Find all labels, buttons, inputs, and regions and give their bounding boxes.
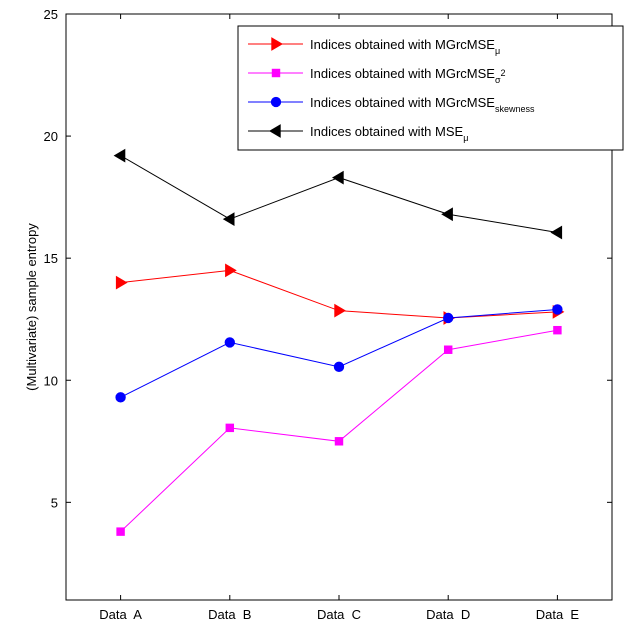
legend-entry-main: Indices obtained with MGrcMSE (310, 37, 495, 52)
legend-marker (271, 68, 281, 78)
chart-axes: 5 10 15 20 25 Data A Data B Data C Data D Data E (44, 7, 613, 622)
series-3 (115, 304, 563, 403)
y-tick-label: 20 (44, 129, 58, 144)
data-point (553, 325, 562, 335)
data-point (225, 263, 237, 278)
series-1 (115, 263, 565, 325)
data-point (443, 312, 454, 324)
legend-marker (269, 124, 281, 138)
legend-entry: Indices obtained with MSEμ (310, 124, 468, 143)
data-point (332, 170, 344, 185)
legend-entry-subscript: σ (495, 75, 501, 85)
data-point (115, 275, 128, 290)
data-point (333, 361, 345, 373)
data-point (225, 423, 235, 433)
x-tick-label: Data B (208, 607, 251, 622)
data-point (334, 303, 346, 318)
data-point (550, 225, 563, 240)
y-tick-label: 25 (44, 7, 58, 22)
data-point (113, 148, 126, 163)
legend-marker (270, 96, 282, 108)
legend-entry-superscript: 2 (501, 68, 506, 78)
y-tick-label: 15 (44, 251, 58, 266)
series-2 (116, 325, 562, 536)
legend-entry: Indices obtained with MGrcMSEμ (310, 37, 500, 56)
data-point (222, 212, 235, 226)
data-point (224, 337, 235, 348)
data-point (443, 345, 453, 354)
data-point (116, 527, 125, 536)
x-tick-label: Data A (99, 607, 142, 622)
data-point (115, 392, 126, 403)
x-tick-label: Data E (536, 607, 580, 622)
data-point (441, 207, 453, 222)
legend-entry-main: Indices obtained with MSE (310, 124, 464, 139)
x-tick-label: Data C (317, 607, 361, 622)
legend-entry-subscript: skewness (495, 104, 535, 114)
legend-box (237, 25, 624, 151)
legend-marker (271, 37, 283, 51)
y-tick-label: 5 (51, 495, 58, 510)
y-axis-title-group: (Multivariate) sample entropy (24, 223, 39, 391)
series-line (120, 155, 558, 234)
series-layer (113, 148, 565, 536)
legend-entry-subscript: μ (463, 133, 468, 143)
series-line (120, 329, 558, 532)
legend-entry: Indices obtained with MGrcMSEskewness (310, 95, 535, 114)
series-line (120, 308, 558, 398)
data-point (334, 437, 344, 446)
y-axis-title: (Multivariate) sample entropy (24, 223, 39, 391)
y-tick-label: 10 (44, 373, 58, 388)
x-tick-label: Data D (426, 607, 470, 622)
series-4 (113, 148, 563, 240)
legend-entry-main: Indices obtained with MGrcMSE (310, 66, 495, 81)
legend-entry-subscript: μ (495, 46, 500, 56)
data-point (552, 304, 563, 315)
legend-entry-main: Indices obtained with MGrcMSE (310, 95, 495, 110)
legend-entry: Indices obtained with MGrcMSEσ2 (310, 66, 506, 85)
